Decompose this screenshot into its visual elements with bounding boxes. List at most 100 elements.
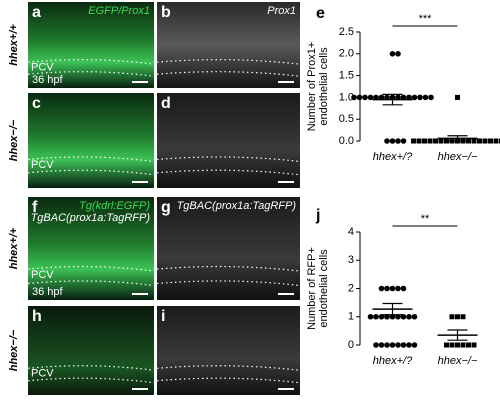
error-bar bbox=[447, 329, 468, 341]
x-tick-label: hhex+/? bbox=[373, 151, 413, 163]
data-point bbox=[373, 342, 379, 348]
error-bar bbox=[382, 93, 403, 106]
row-genotype: hhex+/+ bbox=[8, 24, 20, 66]
data-point bbox=[406, 313, 412, 320]
y-tick-label: 4 bbox=[348, 226, 354, 238]
vessel-label: PCV bbox=[31, 61, 54, 73]
micrograph bbox=[28, 306, 154, 395]
significance-label: *** bbox=[419, 13, 433, 25]
data-point bbox=[455, 342, 460, 348]
y-tick-label: 2.5 bbox=[339, 26, 354, 38]
data-point bbox=[417, 94, 423, 101]
data-point bbox=[466, 138, 471, 144]
micrograph bbox=[28, 197, 154, 300]
data-point bbox=[444, 342, 449, 348]
vessel-outline bbox=[156, 59, 301, 65]
data-point bbox=[395, 342, 401, 348]
panel-letter: g bbox=[161, 199, 171, 216]
data-point bbox=[362, 94, 368, 101]
panel-label: Prox1 bbox=[267, 5, 296, 17]
vessel-outline bbox=[156, 377, 301, 384]
y-axis-label: Number of RFP+ bbox=[306, 247, 318, 330]
panel-letter: j bbox=[315, 207, 320, 224]
data-point bbox=[395, 285, 401, 292]
data-point bbox=[400, 342, 407, 348]
x-tick-label: hhex−/− bbox=[438, 151, 478, 163]
data-point bbox=[455, 314, 460, 320]
data-point bbox=[460, 342, 466, 348]
data-point bbox=[395, 51, 401, 57]
data-point bbox=[488, 138, 493, 144]
data-point bbox=[384, 94, 390, 101]
panel-letter: a bbox=[32, 4, 41, 21]
data-point bbox=[378, 285, 385, 292]
data-point bbox=[384, 285, 390, 292]
data-point bbox=[384, 342, 390, 348]
data-point bbox=[482, 138, 488, 144]
data-point bbox=[367, 313, 374, 320]
micrograph bbox=[157, 306, 300, 395]
vessel-outline bbox=[156, 169, 301, 176]
data-point bbox=[378, 94, 385, 101]
vessel-outline bbox=[156, 280, 301, 287]
data-point bbox=[351, 94, 357, 101]
micrograph bbox=[28, 2, 154, 88]
data-point bbox=[406, 94, 412, 101]
data-point bbox=[373, 94, 379, 101]
x-tick-label: hhex−/− bbox=[438, 355, 478, 367]
data-point bbox=[460, 314, 466, 320]
y-tick-label: 3 bbox=[348, 254, 354, 266]
panel-letter: d bbox=[161, 95, 171, 112]
data-point bbox=[395, 94, 401, 101]
panel-label: Tg(kdrl:EGFP) bbox=[79, 200, 150, 212]
y-tick-label: 0.5 bbox=[339, 113, 354, 125]
y-tick-label: 1.0 bbox=[339, 91, 354, 103]
vessel-label: PCV bbox=[31, 159, 54, 171]
error-bar bbox=[382, 302, 403, 316]
data-point bbox=[428, 94, 434, 101]
data-point bbox=[356, 94, 363, 101]
panel-letter: h bbox=[32, 308, 42, 325]
data-point bbox=[455, 94, 460, 100]
x-tick-label: hhex+/? bbox=[373, 355, 413, 367]
vessel-outline bbox=[27, 377, 155, 384]
data-point bbox=[466, 342, 471, 348]
data-point bbox=[416, 138, 422, 144]
data-point bbox=[400, 138, 407, 144]
data-point bbox=[373, 313, 379, 320]
data-point bbox=[471, 138, 477, 144]
panel-label: EGFP/Prox1 bbox=[88, 5, 150, 17]
data-point bbox=[384, 138, 390, 144]
y-tick-label: 0 bbox=[348, 339, 354, 351]
vessel-outline bbox=[27, 156, 155, 163]
data-point bbox=[449, 314, 455, 320]
data-point bbox=[433, 138, 438, 144]
data-point bbox=[477, 138, 482, 144]
vessel-label: PCV bbox=[31, 368, 54, 380]
y-tick-label: 1.5 bbox=[339, 70, 354, 82]
y-tick-label: 2.0 bbox=[339, 48, 354, 60]
row-genotype: hhex+/+ bbox=[8, 227, 20, 269]
data-point bbox=[389, 285, 396, 292]
vessel-outline bbox=[27, 169, 155, 176]
panel-label: TgBAC(prox1a:TagRFP) bbox=[31, 212, 151, 224]
data-point bbox=[411, 94, 418, 101]
vessel-label: PCV bbox=[31, 269, 54, 281]
data-point bbox=[389, 51, 396, 57]
panel-letter: e bbox=[316, 5, 325, 22]
data-point bbox=[438, 138, 444, 144]
panel-label: TgBAC(prox1a:TagRFP) bbox=[177, 200, 297, 212]
data-point bbox=[411, 342, 418, 348]
vessel-outline bbox=[27, 280, 155, 287]
data-point bbox=[406, 342, 412, 348]
significance-label: ** bbox=[421, 213, 430, 225]
stage-label: 36 hpf bbox=[32, 286, 64, 298]
y-axis-label: endothelial cells bbox=[318, 249, 330, 328]
data-point bbox=[427, 138, 433, 144]
micrograph bbox=[157, 93, 300, 188]
y-axis-label: endothelial cells bbox=[318, 47, 330, 126]
micrograph bbox=[28, 93, 154, 188]
data-point bbox=[389, 138, 396, 144]
data-point bbox=[395, 138, 401, 144]
panel-letter: b bbox=[161, 4, 171, 21]
